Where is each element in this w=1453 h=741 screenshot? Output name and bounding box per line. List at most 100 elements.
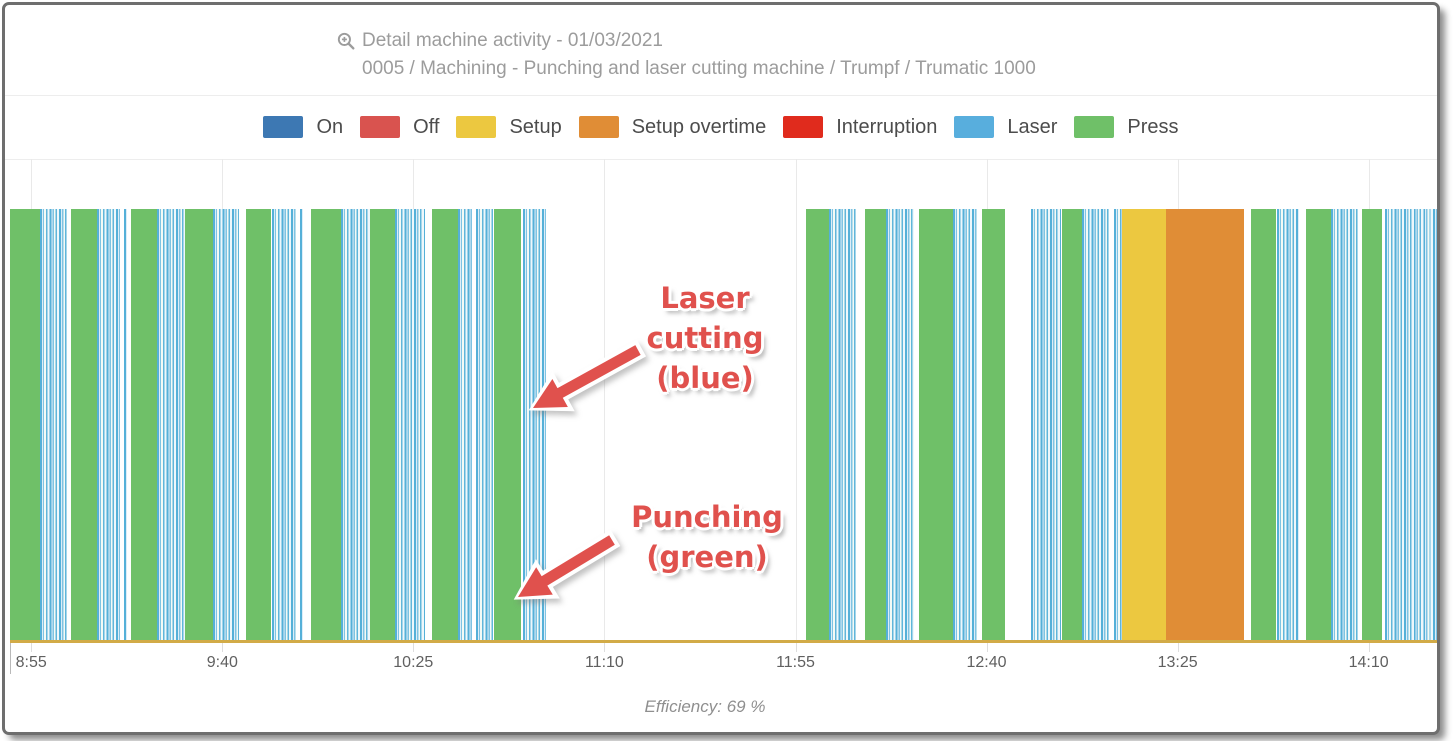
- legend-label: Setup: [509, 115, 562, 138]
- segment-laser[interactable]: [829, 209, 856, 640]
- machine-activity-panel: Detail machine activity - 01/03/2021 000…: [2, 2, 1440, 735]
- segment-laser[interactable]: [212, 209, 239, 640]
- axis-tick: [222, 643, 224, 652]
- segment-press[interactable]: [130, 209, 158, 640]
- legend-swatch-off: [360, 116, 401, 138]
- segment-press[interactable]: [432, 209, 458, 640]
- activity-timeline-chart[interactable]: Laser cutting (blue) Punching (green): [10, 159, 1437, 643]
- chart-baseline: [10, 640, 1437, 643]
- legend-item-on[interactable]: On: [263, 116, 343, 139]
- tick-label: 13:25: [1157, 654, 1198, 671]
- tick-label: 10:25: [393, 654, 434, 671]
- legend-item-setup[interactable]: Setup: [456, 115, 562, 139]
- annotation-line: (green): [646, 540, 768, 574]
- chart-title: Detail machine activity - 01/03/2021: [362, 30, 663, 51]
- legend-item-setup-overtime[interactable]: Setup overtime: [578, 115, 767, 139]
- legend-item-off[interactable]: Off: [360, 116, 439, 139]
- legend-swatch-interruption: [783, 116, 824, 138]
- efficiency-label: Efficiency: 69 %: [644, 697, 766, 716]
- axis-origin-line: [10, 643, 11, 674]
- segment-laser[interactable]: [457, 209, 472, 640]
- tick-label: 11:55: [776, 654, 815, 671]
- legend-item-press[interactable]: Press: [1074, 115, 1179, 139]
- legend-label: Interruption: [836, 115, 938, 138]
- legend-label: On: [316, 115, 344, 138]
- segment-press[interactable]: [1305, 209, 1332, 640]
- tick-label: 11:10: [584, 654, 624, 671]
- segment-press[interactable]: [918, 209, 954, 640]
- annotation-line: Laser: [660, 281, 750, 315]
- legend-item-laser[interactable]: Laser: [954, 116, 1057, 139]
- legend-item-interruption[interactable]: Interruption: [783, 116, 937, 139]
- segment-laser[interactable]: [96, 209, 121, 640]
- annotation-arrows: [513, 339, 647, 600]
- annotation-line: (blue): [656, 361, 754, 395]
- annotation-line: Punching: [631, 500, 783, 534]
- chart-legend: On Off Setup Setup overtime Interruption Lase…: [5, 95, 1437, 160]
- segment-laser[interactable]: [1030, 209, 1061, 640]
- legend-swatch-press: [1074, 116, 1115, 138]
- legend-swatch-setup: [456, 116, 497, 138]
- chart-subtitle: 0005 / Machining - Punching and laser cu…: [362, 58, 1036, 79]
- segment-laser[interactable]: [885, 209, 914, 640]
- segment-laser[interactable]: [1276, 209, 1299, 640]
- annotation-line: cutting: [646, 321, 764, 355]
- legend-swatch-setup-overtime: [578, 116, 619, 138]
- chart-header: Detail machine activity - 01/03/2021 000…: [5, 5, 1437, 96]
- segment-laser[interactable]: [124, 209, 128, 640]
- tick-label: 9:40: [206, 654, 238, 671]
- legend-label: Laser: [1007, 115, 1058, 138]
- segment-laser[interactable]: [271, 209, 296, 640]
- segment-press[interactable]: [981, 209, 1006, 640]
- segment-laser[interactable]: [522, 209, 546, 640]
- gridline: [604, 159, 606, 643]
- segment-press[interactable]: [185, 209, 213, 640]
- segment-laser[interactable]: [299, 209, 303, 640]
- segment-press[interactable]: [370, 209, 395, 640]
- legend-label: Press: [1127, 115, 1179, 138]
- segment-laser[interactable]: [475, 209, 493, 640]
- segment-press[interactable]: [864, 209, 886, 640]
- segment-laser[interactable]: [395, 209, 425, 640]
- segment-press[interactable]: [1361, 209, 1383, 640]
- zoom-in-icon[interactable]: [337, 32, 355, 50]
- annotation-laser-cutting: Laser cutting (blue): [647, 278, 764, 398]
- legend-swatch-laser: [954, 116, 995, 138]
- segment-laser[interactable]: [1331, 209, 1359, 640]
- gridline: [795, 159, 797, 643]
- segment-setup-overtime[interactable]: [1166, 209, 1244, 640]
- time-axis: 8:55 9:40 10:25 11:10 11:55 12:40 13:25 14:10: [10, 643, 1437, 685]
- segment-press[interactable]: [310, 209, 342, 640]
- segment-press[interactable]: [493, 209, 521, 640]
- tick-label: 8:55: [15, 654, 47, 671]
- axis-tick: [604, 643, 606, 652]
- segment-laser[interactable]: [1114, 209, 1123, 640]
- axis-tick: [31, 643, 33, 652]
- axis-tick: [413, 643, 415, 652]
- axis-tick: [1177, 643, 1179, 652]
- segment-press[interactable]: [70, 209, 97, 640]
- segment-press[interactable]: [1061, 209, 1082, 640]
- activity-bars: [10, 209, 1437, 640]
- chart-title-row: Detail machine activity - 01/03/2021: [337, 30, 663, 52]
- segment-setup[interactable]: [1122, 209, 1167, 640]
- axis-tick: [1368, 643, 1370, 652]
- axis-tick: [795, 643, 797, 652]
- axis-tick: [986, 643, 988, 652]
- legend-swatch-on: [263, 116, 304, 138]
- segment-press[interactable]: [245, 209, 272, 640]
- segment-laser[interactable]: [341, 209, 371, 640]
- segment-press[interactable]: [806, 209, 829, 640]
- segment-laser[interactable]: [39, 209, 67, 640]
- segment-laser[interactable]: [1385, 209, 1437, 640]
- segment-press[interactable]: [10, 209, 40, 640]
- annotation-punching: Punching (green): [631, 497, 783, 577]
- segment-press[interactable]: [1250, 209, 1276, 640]
- segment-laser[interactable]: [953, 209, 978, 640]
- tick-label: 14:10: [1348, 654, 1389, 671]
- segment-laser[interactable]: [1081, 209, 1110, 640]
- segment-laser[interactable]: [157, 209, 186, 640]
- legend-label: Off: [413, 115, 440, 138]
- legend-label: Setup overtime: [631, 115, 767, 138]
- tick-label: 12:40: [966, 654, 1007, 671]
